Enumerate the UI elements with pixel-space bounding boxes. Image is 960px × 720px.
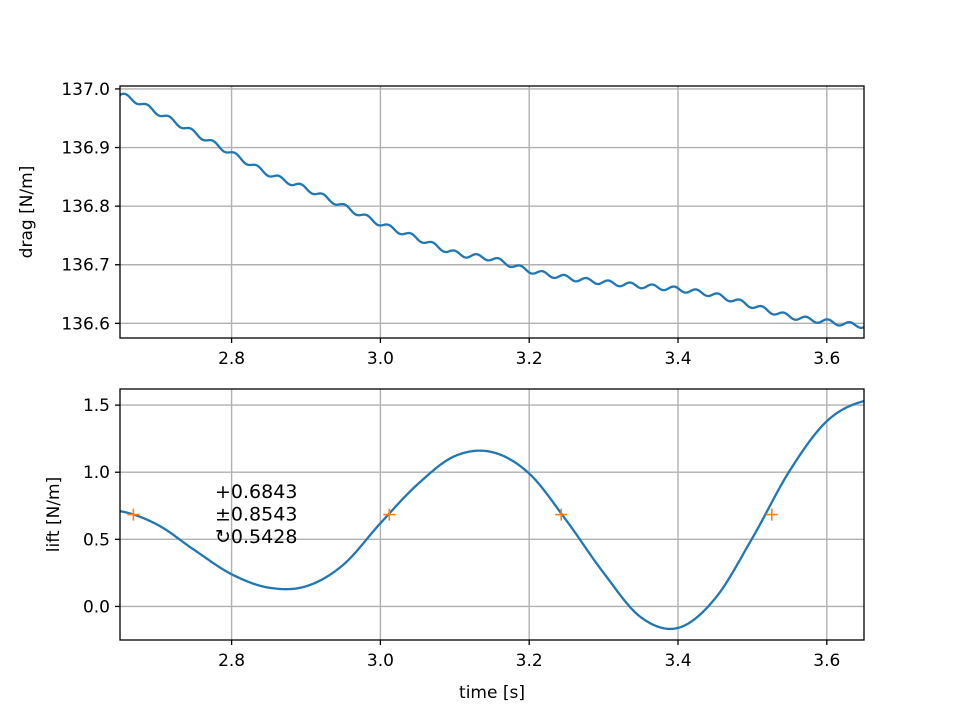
lift-xtick-label: 3.6 [813, 651, 840, 671]
lift-crossing-marker [555, 508, 568, 521]
drag-ytick-label: 136.9 [61, 139, 110, 159]
lift-stat-annotation: ↻0.5428 [215, 526, 297, 548]
lift-stat-annotation: ±0.8543 [215, 504, 297, 526]
lift-panel: 2.8 3.0 3.2 3.4 3.6 0.0 0.5 1.0 1.5 lift [N/m] tim… [44, 388, 865, 703]
drag-xtick-label: 3.6 [813, 349, 840, 369]
drag-series-line [120, 92, 864, 329]
drag-ytick-label: 136.8 [61, 197, 110, 217]
lift-crossing-marker [765, 508, 778, 521]
drag-ylabel: drag [N/m] [17, 166, 37, 259]
drag-ytick-label: 136.6 [61, 314, 110, 334]
lift-ytick-label: 1.5 [83, 396, 110, 416]
drag-xtick-label: 3.4 [664, 349, 691, 369]
lift-xlabel: time [s] [459, 683, 525, 703]
drag-ytick-label: 137.0 [61, 80, 110, 100]
lift-xtick-label: 3.4 [664, 651, 691, 671]
drag-xtick-label: 2.8 [218, 349, 245, 369]
lift-stat-annotation: +0.6843 [215, 481, 297, 503]
lift-axes-frame [119, 388, 865, 641]
lift-xtick-label: 2.8 [218, 651, 245, 671]
lift-series-line [120, 399, 864, 631]
lift-xtick-label: 3.2 [516, 651, 543, 671]
drag-panel: 2.8 3.0 3.2 3.4 3.6 136.6 136.7 136.8 136.9 137.0… [17, 80, 865, 369]
drag-xtick-label: 3.2 [516, 349, 543, 369]
lift-ytick-label: 1.0 [83, 463, 110, 483]
lift-ylabel: lift [N/m] [44, 477, 64, 552]
lift-ytick-label: 0.0 [83, 597, 110, 617]
drag-ytick-label: 136.7 [61, 256, 110, 276]
lift-xtick-label: 3.0 [367, 651, 394, 671]
drag-axes-frame [119, 85, 865, 339]
lift-crossing-marker [383, 508, 396, 521]
lift-ytick-label: 0.5 [83, 530, 110, 550]
drag-xtick-label: 3.0 [367, 349, 394, 369]
lift-crossing-marker [127, 508, 140, 521]
